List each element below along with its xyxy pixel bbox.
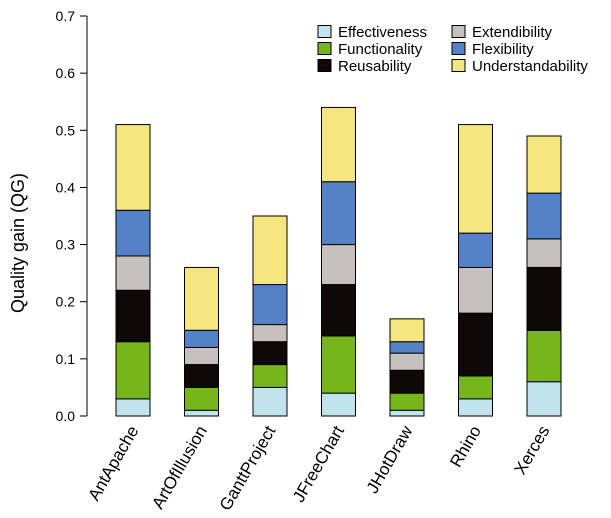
legend-label: Flexibility (472, 41, 534, 58)
legend-label: Effectiveness (338, 24, 427, 41)
bar-segment-functionality (458, 375, 493, 400)
bar-segment-flexibility (252, 284, 288, 326)
x-axis-labels: AntApache ArtOfIllusion GanttProject JFreeC… (84, 422, 553, 514)
legend-item-understandability: Understandability (451, 58, 588, 75)
bar-stack-antapache (115, 124, 151, 417)
legend-item-reusability: Reusability (317, 58, 412, 75)
legend-item-effectiveness: Effectiveness (317, 24, 427, 41)
bar-segment-effectiveness (115, 398, 151, 417)
y-tick-label: 0.6 (56, 65, 76, 81)
bar-segment-effectiveness (526, 381, 562, 417)
bar-stack-ganttproject (252, 215, 288, 417)
bar-stack-artofillusion (184, 266, 219, 417)
bar-segment-effectiveness (252, 386, 288, 417)
bar-segment-reusability (184, 364, 219, 388)
x-tick-label: ArtOfIllusion (148, 423, 211, 513)
bar-segment-functionality (321, 335, 356, 394)
bar-segment-effectiveness (389, 409, 425, 417)
bar-segment-understandability (389, 318, 425, 343)
bar-segment-flexibility (184, 329, 219, 348)
legend-swatch (451, 25, 466, 38)
y-tick-label: 0.5 (56, 122, 76, 138)
bar-segment-understandability (321, 106, 356, 183)
legend-label: Reusability (338, 58, 412, 75)
legend-swatch (317, 25, 332, 38)
y-axis-label: Quality gain (QG) (8, 173, 28, 313)
bar-segment-reusability (321, 284, 356, 337)
bar-segment-understandability (526, 135, 562, 194)
legend-item-extendibility: Extendibility (451, 24, 553, 41)
bar-segment-functionality (252, 364, 288, 388)
bar-segment-extendibility (252, 324, 288, 343)
bar-segment-effectiveness (321, 392, 356, 417)
bar-segment-flexibility (115, 209, 151, 257)
bar-segment-functionality (184, 386, 219, 411)
legend-swatch (451, 59, 466, 72)
legend-item-functionality: Functionality (317, 41, 423, 58)
bar-segment-flexibility (458, 232, 493, 268)
bar-segment-flexibility (526, 192, 562, 240)
y-tick-label: 0.7 (56, 8, 76, 24)
bar-segment-extendibility (458, 266, 493, 314)
bar-segment-extendibility (526, 238, 562, 268)
bar-stack-jhotdraw (389, 318, 425, 417)
y-tick-label: 0.4 (56, 179, 76, 195)
bar-segment-reusability (115, 289, 151, 343)
legend-label: Understandability (472, 58, 588, 75)
legend: Effectiveness Extendibility Functionality F… (317, 24, 588, 75)
bar-segment-functionality (389, 392, 425, 411)
bar-segment-functionality (115, 341, 151, 400)
x-tick-label: JHotDraw (363, 422, 417, 497)
bar-segment-flexibility (389, 341, 425, 354)
bar-segment-extendibility (184, 346, 219, 366)
bars (115, 106, 562, 417)
bar-segment-reusability (252, 341, 288, 366)
bar-segment-effectiveness (184, 409, 219, 417)
x-tick-label: GanttProject (216, 422, 280, 514)
bar-segment-flexibility (321, 181, 356, 246)
x-tick-label: JFreeChart (289, 422, 348, 505)
legend-item-flexibility: Flexibility (451, 41, 534, 58)
bar-segment-extendibility (321, 244, 356, 286)
y-tick-label: 0.1 (56, 351, 76, 367)
bar-segment-reusability (389, 369, 425, 394)
legend-label: Functionality (338, 41, 423, 58)
legend-swatch (317, 42, 332, 55)
x-tick-label: Xerces (511, 423, 554, 478)
x-tick-label: Rhino (446, 423, 485, 471)
legend-swatch (451, 42, 466, 55)
bar-segment-understandability (184, 266, 219, 331)
y-axis: 0.0 0.1 0.2 0.3 0.4 0.5 0.6 0.7 (56, 8, 88, 424)
y-tick-label: 0.2 (56, 294, 76, 310)
bar-segment-extendibility (115, 255, 151, 291)
x-tick-label: AntApache (84, 423, 142, 505)
bar-segment-extendibility (389, 352, 425, 371)
y-tick-label: 0.0 (56, 408, 76, 424)
bar-segment-understandability (458, 124, 493, 234)
bar-segment-reusability (458, 312, 493, 377)
bar-segment-effectiveness (458, 398, 493, 417)
bar-segment-reusability (526, 266, 562, 331)
bar-segment-understandability (252, 215, 288, 286)
bar-stack-xerces (526, 135, 562, 417)
legend-label: Extendibility (472, 24, 553, 41)
legend-swatch (317, 59, 332, 72)
bar-stack-rhino (458, 124, 493, 417)
bar-stack-jfreechart (321, 106, 356, 417)
y-tick-label: 0.3 (56, 237, 76, 253)
bar-segment-functionality (526, 329, 562, 383)
bar-segment-understandability (115, 124, 151, 211)
